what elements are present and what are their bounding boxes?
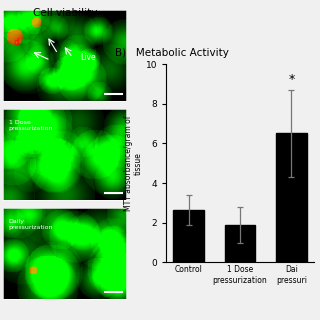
Text: d: d [13, 38, 19, 47]
Text: Daily
pressurization: Daily pressurization [9, 220, 53, 230]
Bar [276, 133, 307, 262]
Bar [173, 210, 204, 262]
Bar [225, 225, 255, 262]
Text: Cell viability: Cell viability [33, 8, 97, 18]
Text: B)   Metabolic Activity: B) Metabolic Activity [115, 48, 229, 58]
Text: Live: Live [80, 53, 96, 62]
Y-axis label: MTT absorbance/gram of
tissue: MTT absorbance/gram of tissue [124, 116, 143, 211]
Text: 1 Dose
pressurization: 1 Dose pressurization [9, 120, 53, 131]
Text: *: * [288, 73, 295, 86]
